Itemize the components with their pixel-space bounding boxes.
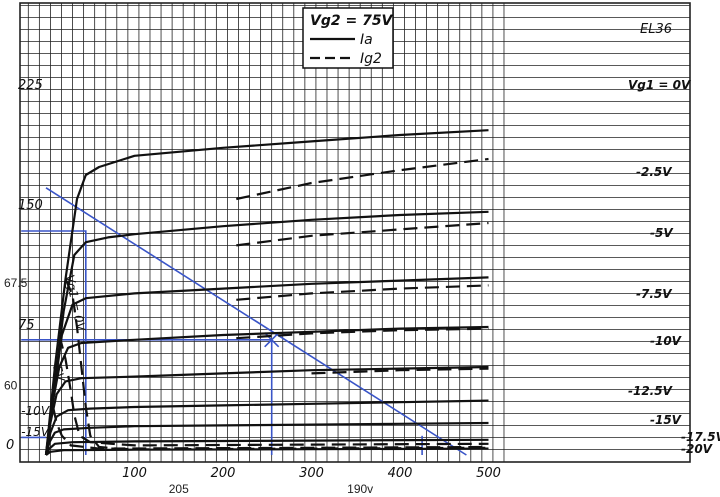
low-voltage-label-10v: -10V xyxy=(21,404,50,418)
ig2-curve-ig2-vg1-0v-low-voltage xyxy=(64,278,489,451)
left-annotation-60: 60 xyxy=(4,379,18,393)
curve-label-17-5v: -17.5V xyxy=(681,430,720,444)
low-voltage-label-15v: -15V xyxy=(21,425,50,439)
x-tick-label-200: 200 xyxy=(211,466,236,481)
ig2-curve-ig2-10v-low-voltage xyxy=(52,406,489,450)
ig2-curve-ig2-2-5v xyxy=(236,221,489,247)
x-tick-label-500: 500 xyxy=(476,466,501,481)
ia-curve-20v xyxy=(45,447,489,456)
x-tick-label-100: 100 xyxy=(122,466,147,481)
tube-type-label: EL36 xyxy=(640,22,672,37)
curve-label-2-5v: -2.5V xyxy=(636,165,673,179)
guide-line-0 xyxy=(21,230,87,455)
ig2-curve-ig2-5v xyxy=(236,284,489,301)
legend-entry-ia: Ia xyxy=(360,32,373,48)
tick-labels: 100 200 300 400 500 225 150 75 0 67.5 60 205 190v xyxy=(4,78,501,496)
ia-curve-7-5v xyxy=(44,325,489,456)
bottom-annotation-190v: 190v xyxy=(347,482,373,496)
guide-lines xyxy=(21,187,467,456)
y-tick-label-150: 150 xyxy=(18,198,43,213)
ig2-curve-ig2-10v xyxy=(311,367,489,375)
curve-label-5v: -5V xyxy=(650,226,674,240)
low-voltage-label-5v: -5V xyxy=(49,360,67,383)
ia-curve-17-5v xyxy=(45,438,489,456)
y-tick-label-0: 0 xyxy=(6,438,14,453)
y-tick-label-75: 75 xyxy=(18,318,35,333)
curve-label-10v: -10V xyxy=(650,334,683,348)
y-tick-label-225: 225 xyxy=(18,78,43,93)
curve-labels: Vg1 = 0V -2.5V -5V -7.5V -10V -12.5V -15V -17.5… xyxy=(21,78,720,456)
ia-curve-15v xyxy=(44,421,489,456)
ig2-curve-ig2-vg1-0v xyxy=(236,157,489,201)
ia-curve-2-5v xyxy=(44,210,489,456)
ia-curve-12-5v xyxy=(44,399,489,456)
curve-label-vg1-0v: Vg1 = 0V xyxy=(628,78,692,92)
operating-point-marker xyxy=(264,332,280,348)
curve-label-15v: -15V xyxy=(650,413,683,427)
grid xyxy=(19,2,691,463)
legend-box: Vg2 = 75V Ia Ig2 xyxy=(302,7,394,69)
ia-curve-5v xyxy=(44,276,489,456)
x-tick-label-400: 400 xyxy=(388,466,413,481)
ig2-curve-ig2-5v-low-voltage xyxy=(58,334,489,447)
load-line-0 xyxy=(45,187,467,456)
legend-entry-ig2: Ig2 xyxy=(360,51,382,67)
curve-label-7-5v: -7.5V xyxy=(636,287,673,301)
curve-label-20v: -20V xyxy=(681,442,714,456)
characteristic-curves xyxy=(44,129,489,456)
left-annotation-67-5: 67.5 xyxy=(4,276,28,290)
curve-label-12-5v: -12.5V xyxy=(628,384,674,398)
x-tick-label-300: 300 xyxy=(299,466,324,481)
plot-frame xyxy=(19,2,691,463)
ia-curve-vg1-0v xyxy=(44,129,489,456)
legend-heading: Vg2 = 75V xyxy=(310,13,394,29)
bottom-annotation-205: 205 xyxy=(169,482,189,496)
